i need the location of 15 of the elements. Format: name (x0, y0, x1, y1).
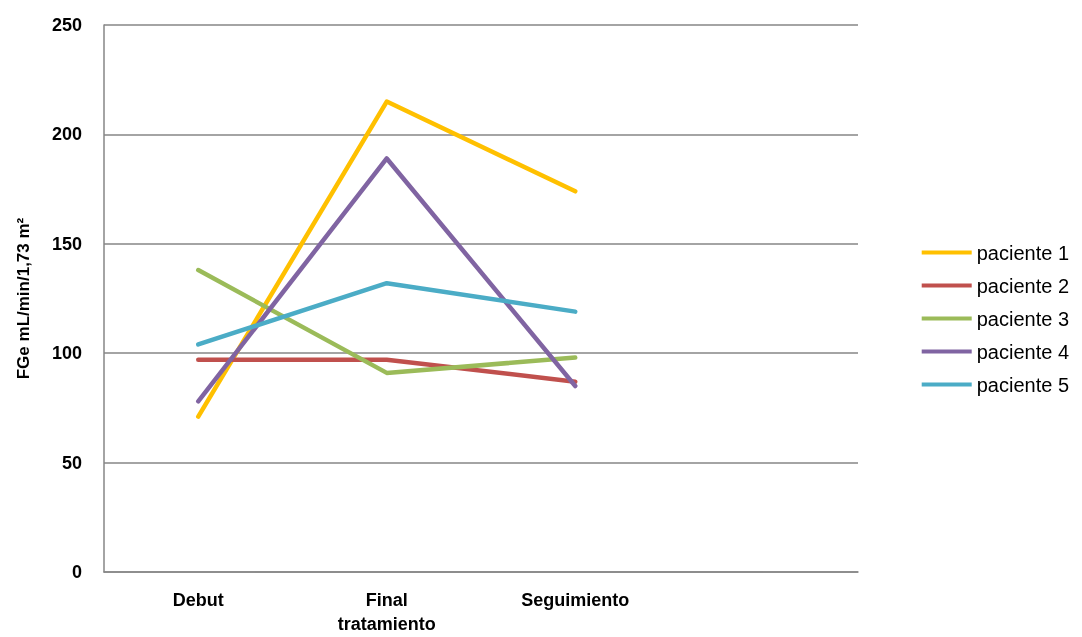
y-tick-label: 250 (51, 15, 82, 35)
y-tick-label: 100 (51, 343, 82, 364)
legend-label: paciente 3 (976, 307, 1069, 330)
legend-label: paciente 1 (976, 241, 1069, 264)
y-tick-label: 50 (61, 452, 82, 473)
y-tick-label: 0 (71, 562, 82, 582)
y-axis-title: FGe mL/min/1,73 m² (14, 217, 33, 380)
legend-label: paciente 4 (976, 340, 1069, 363)
x-tick-label: Final tratamiento (337, 590, 436, 634)
y-tick-label: 150 (51, 233, 82, 254)
x-tick-label: Seguimiento (521, 590, 630, 610)
legend-label: paciente 2 (976, 274, 1069, 297)
y-tick-label: 200 (51, 124, 82, 145)
legend-label: paciente 5 (976, 373, 1069, 396)
x-tick-label: Debut (172, 590, 224, 610)
